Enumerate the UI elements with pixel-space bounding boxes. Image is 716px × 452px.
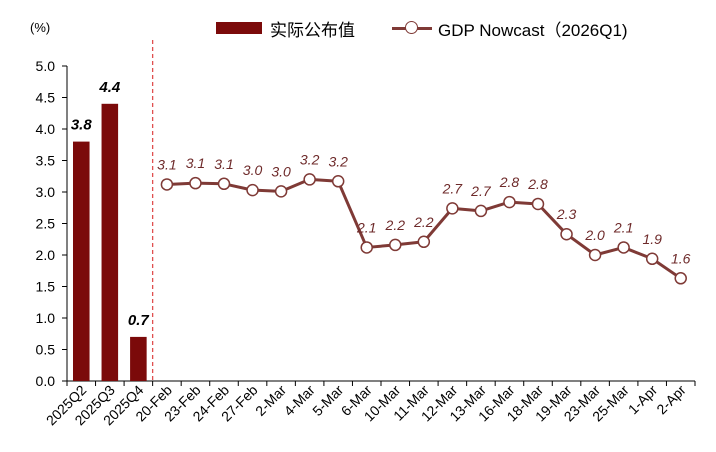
nowcast-value-label: 1.9 <box>642 231 662 247</box>
nowcast-value-label: 1.6 <box>671 250 691 266</box>
nowcast-value-label: 2.7 <box>442 180 464 196</box>
nowcast-value-label: 2.8 <box>527 176 548 192</box>
nowcast-value-label: 2.7 <box>470 183 492 199</box>
y-tick-label: 2.0 <box>36 247 56 263</box>
nowcast-value-label: 3.1 <box>214 156 233 172</box>
bar-value-label: 0.7 <box>128 312 150 329</box>
y-tick-label: 4.5 <box>36 90 56 106</box>
legend-line-label: GDP Nowcast（2026Q1) <box>438 20 628 40</box>
y-tick-label: 1.0 <box>36 310 56 326</box>
nowcast-value-label: 2.8 <box>499 174 520 190</box>
nowcast-point <box>274 185 288 198</box>
nowcast-value-label: 3.0 <box>271 163 291 179</box>
x-category-label: 2-Mar <box>252 382 289 419</box>
y-tick-label: 3.0 <box>36 184 56 200</box>
nowcast-point <box>360 241 373 254</box>
nowcast-point <box>331 175 345 188</box>
y-axis-unit: (%) <box>30 20 51 35</box>
nowcast-point <box>474 204 488 218</box>
legend-bar-label: 实际公布值 <box>270 20 355 40</box>
nowcast-point <box>303 173 316 186</box>
nowcast-value-label: 3.2 <box>328 153 348 169</box>
nowcast-point <box>531 197 545 211</box>
nowcast-point <box>417 235 431 249</box>
nowcast-point <box>588 248 602 262</box>
nowcast-point <box>389 238 402 252</box>
nowcast-value-label: 2.0 <box>584 227 605 243</box>
y-tick-label: 0.0 <box>36 373 56 389</box>
x-category-label: 2-Apr <box>653 382 689 418</box>
y-tick-label: 1.5 <box>36 279 56 295</box>
x-category-label: 5-Mar <box>309 382 346 419</box>
nowcast-point <box>674 272 687 285</box>
nowcast-point <box>617 241 630 254</box>
x-category-label: 1-Apr <box>625 382 661 418</box>
nowcast-point <box>217 177 231 191</box>
nowcast-point <box>160 178 174 191</box>
y-tick-label: 2.5 <box>36 216 56 232</box>
nowcast-point <box>246 183 259 197</box>
x-category-label: 4-Mar <box>281 382 318 419</box>
nowcast-value-label: 3.0 <box>243 162 263 178</box>
bar-value-label: 3.8 <box>71 117 93 134</box>
nowcast-value-label: 2.2 <box>385 217 406 233</box>
nowcast-point <box>645 252 659 266</box>
nowcast-point <box>503 195 516 209</box>
y-tick-label: 5.0 <box>36 58 56 74</box>
legend-bar-entry: 实际公布值 <box>216 16 355 40</box>
bar <box>101 103 119 382</box>
legend-bar-swatch <box>216 22 262 34</box>
nowcast-value-label: 2.3 <box>556 206 577 222</box>
bar <box>130 336 147 381</box>
bar <box>72 141 90 381</box>
bar-value-label: 4.4 <box>98 79 121 96</box>
nowcast-value-label: 2.1 <box>356 219 376 235</box>
nowcast-value-label: 3.1 <box>186 155 205 171</box>
y-tick-label: 0.5 <box>36 342 56 358</box>
nowcast-value-label: 3.1 <box>157 156 176 172</box>
y-tick-label: 3.5 <box>36 153 56 169</box>
y-tick-label: 4.0 <box>36 121 56 137</box>
nowcast-point <box>560 227 573 241</box>
nowcast-value-label: 2.2 <box>413 214 434 230</box>
nowcast-value-label: 2.1 <box>613 219 633 235</box>
nowcast-point <box>446 202 459 215</box>
nowcast-value-label: 3.2 <box>300 151 320 167</box>
nowcast-point <box>189 176 202 190</box>
legend-line-entry: GDP Nowcast（2026Q1) <box>392 16 628 40</box>
legend-line-marker <box>392 21 432 35</box>
